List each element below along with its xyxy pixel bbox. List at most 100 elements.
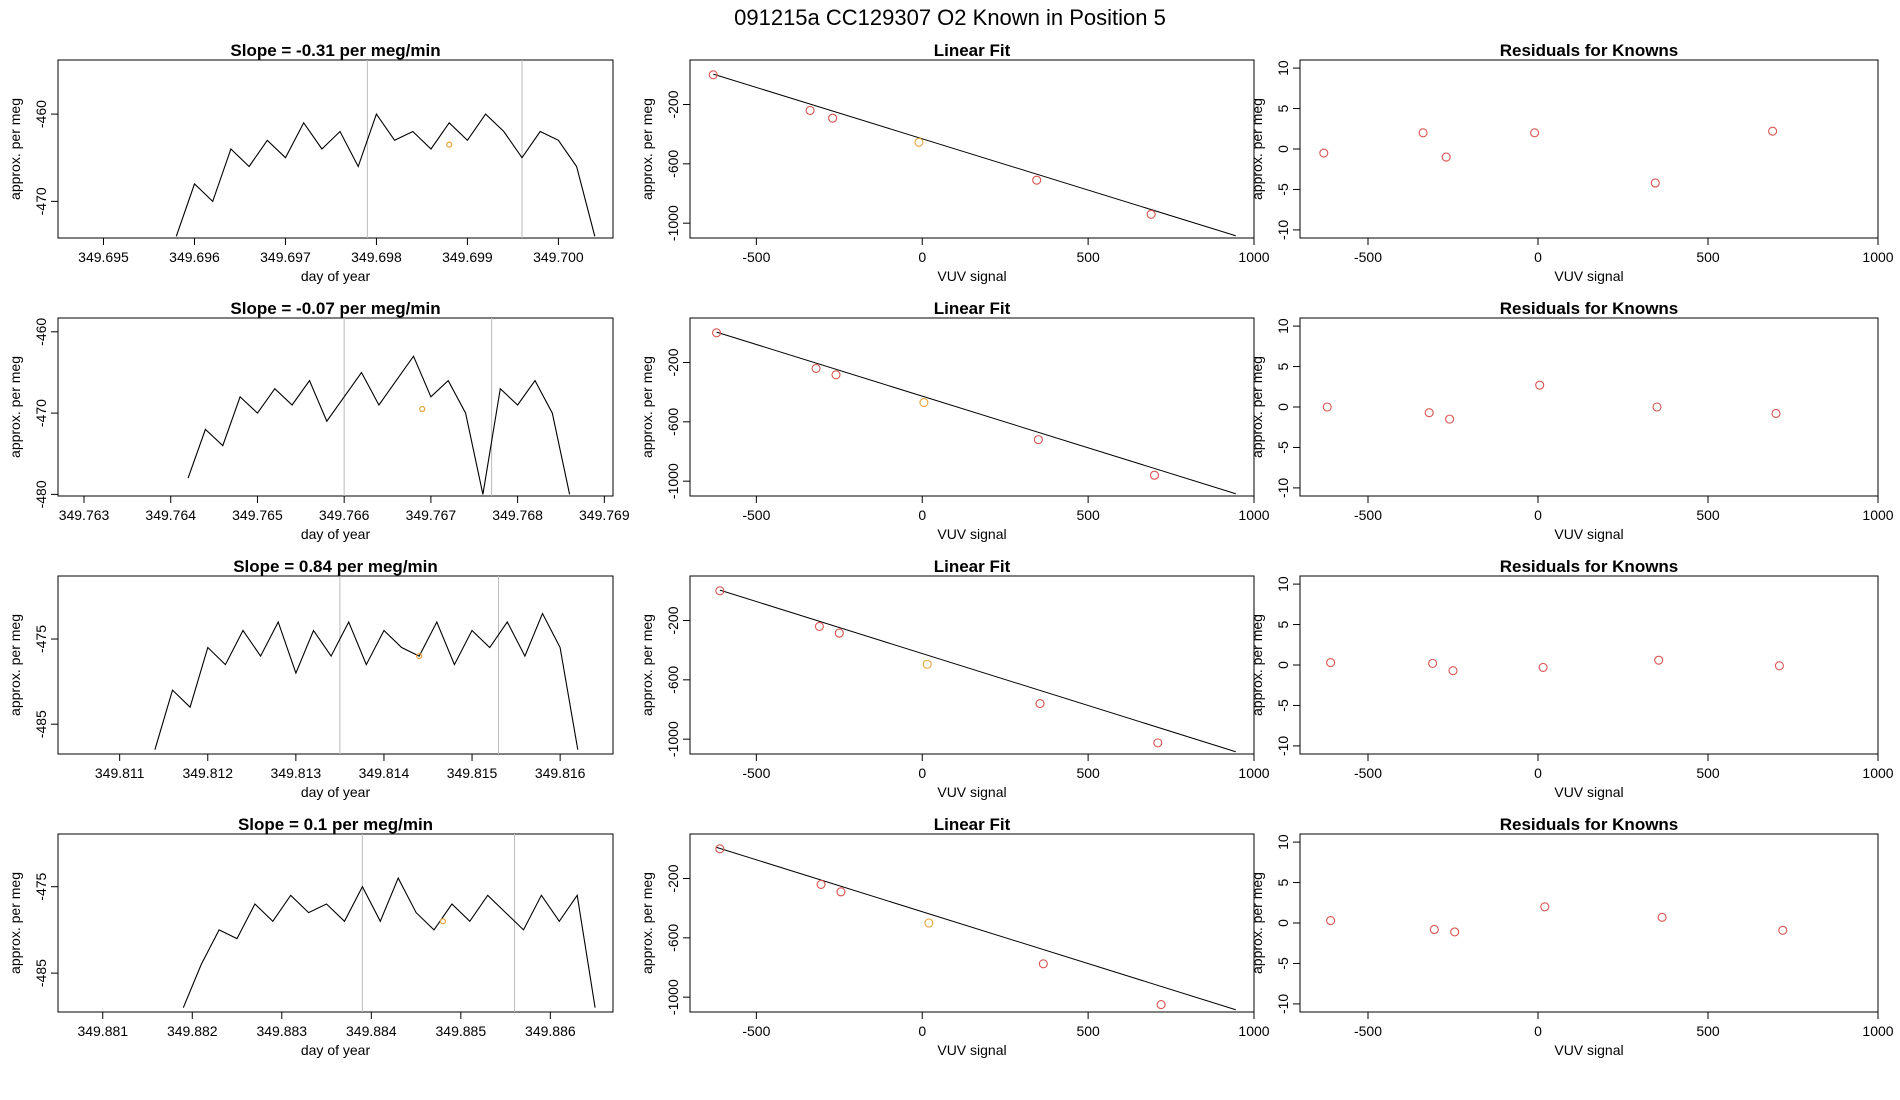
x-tick-label: 500	[1696, 1023, 1720, 1039]
data-point	[1657, 912, 1667, 922]
data-point	[1445, 414, 1455, 424]
x-tick-label: 0	[918, 507, 926, 523]
data-point	[1450, 927, 1460, 937]
data-point	[1652, 402, 1662, 412]
plot-frame	[57, 59, 614, 239]
plot-area	[715, 586, 1236, 753]
x-tick-label: -500	[742, 765, 770, 781]
chart-title: Residuals for Knowns	[1500, 41, 1679, 60]
y-tick-label: -1000	[665, 979, 681, 1015]
y-tick-label: -1000	[665, 721, 681, 757]
x-tick-label: 0	[1534, 1023, 1542, 1039]
data-point	[1033, 435, 1043, 445]
plot-frame	[57, 833, 614, 1013]
x-tick-label: 1000	[1862, 249, 1893, 265]
y-axis-label: approx. per meg	[7, 614, 23, 716]
panel-linearfit-3: Linear Fit -500 0 500 1000 -200 -600 -1000 VUV s…	[639, 557, 1270, 800]
y-tick-label: -460	[33, 318, 49, 346]
plot-area	[154, 576, 579, 754]
x-tick-label: -500	[742, 507, 770, 523]
data-point	[1441, 152, 1451, 162]
fit-line	[716, 331, 1236, 495]
plot-area	[175, 60, 596, 238]
data-point	[1326, 916, 1336, 926]
data-point	[1778, 925, 1788, 935]
y-axis-label: approx. per meg	[1249, 98, 1265, 200]
y-tick-label: -10	[1275, 994, 1291, 1014]
y-tick-label: -470	[33, 187, 49, 215]
x-axis-label: VUV signal	[1554, 268, 1623, 284]
data-point	[1768, 126, 1778, 136]
x-tick-label: 500	[1076, 765, 1100, 781]
data-point	[805, 105, 815, 115]
data-point	[814, 621, 824, 631]
data-point	[922, 659, 932, 669]
y-tick-label: -200	[665, 864, 681, 892]
y-tick-label: -200	[665, 606, 681, 634]
data-point	[1032, 175, 1042, 185]
x-tick-label: 500	[1076, 507, 1100, 523]
data-point	[708, 70, 718, 80]
y-tick-label: 0	[1275, 403, 1291, 411]
plot-area	[187, 318, 571, 496]
y-tick-label: 5	[1275, 620, 1291, 628]
chart-title: Residuals for Knowns	[1500, 299, 1679, 318]
x-tick-label: 349.815	[447, 765, 498, 781]
series-line	[175, 112, 596, 237]
x-tick-label: 349.812	[182, 765, 233, 781]
plot-frame	[689, 575, 1255, 755]
x-tick-label: 1000	[1238, 765, 1269, 781]
plot-frame	[1299, 833, 1879, 1013]
y-axis-label: approx. per meg	[7, 872, 23, 974]
plot-area	[1326, 655, 1784, 676]
plot-frame	[689, 317, 1255, 497]
data-point	[914, 137, 924, 147]
x-tick-label: 349.816	[535, 765, 586, 781]
y-tick-label: 0	[1275, 145, 1291, 153]
data-point	[1146, 209, 1156, 219]
x-tick-label: 349.884	[346, 1023, 397, 1039]
plot-frame	[689, 833, 1255, 1013]
y-tick-label: -10	[1275, 220, 1291, 240]
y-tick-label: -1000	[665, 463, 681, 499]
plot-frame	[1299, 575, 1879, 755]
data-point	[831, 370, 841, 380]
data-point	[1038, 959, 1048, 969]
highlight-point	[439, 918, 447, 925]
y-axis-label: approx. per meg	[1249, 356, 1265, 458]
fit-line	[716, 846, 1236, 1011]
x-tick-label: 0	[918, 765, 926, 781]
x-tick-label: 0	[1534, 507, 1542, 523]
y-tick-label: -5	[1275, 441, 1291, 454]
x-tick-label: 1000	[1862, 507, 1893, 523]
x-tick-label: 349.882	[167, 1023, 218, 1039]
y-tick-label: 5	[1275, 878, 1291, 886]
x-tick-label: 349.695	[78, 249, 129, 265]
y-tick-label: -470	[33, 399, 49, 427]
data-point	[715, 844, 725, 854]
plot-area	[715, 844, 1236, 1011]
plot-area	[711, 328, 1236, 495]
y-axis-label: approx. per meg	[639, 356, 655, 458]
x-axis-label: VUV signal	[937, 268, 1006, 284]
highlight-point	[416, 652, 423, 660]
data-point	[1654, 655, 1664, 665]
y-tick-label: -480	[33, 480, 49, 508]
data-point	[919, 397, 929, 408]
x-tick-label: -500	[1354, 1023, 1382, 1039]
data-point	[1535, 380, 1545, 390]
x-tick-label: 349.765	[232, 507, 283, 523]
chart-title: Linear Fit	[934, 299, 1011, 318]
x-tick-label: 349.767	[406, 507, 457, 523]
data-point	[811, 363, 821, 373]
panel-timeseries-1: Slope = -0.31 per meg/min 349.695 349.696 3…	[7, 41, 614, 284]
x-tick-label: 1000	[1862, 1023, 1893, 1039]
data-point	[1149, 470, 1160, 480]
data-point	[1650, 178, 1660, 188]
x-axis-label: day of year	[301, 526, 371, 542]
x-axis-label: VUV signal	[1554, 784, 1623, 800]
y-tick-label: 0	[1275, 919, 1291, 927]
panel-residuals-4: Residuals for Knowns -500 0 500 1000 10 5 0 -5 -1…	[1249, 815, 1894, 1058]
x-tick-label: 349.881	[77, 1023, 128, 1039]
x-axis-label: day of year	[301, 1042, 371, 1058]
